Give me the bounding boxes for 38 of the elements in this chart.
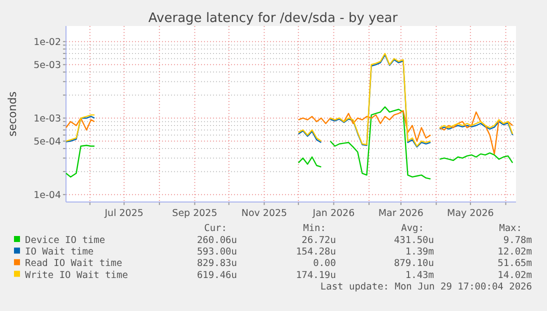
text: 0.00 [313,258,336,270]
text: 51.65m [498,258,532,270]
x-tick-label: Mar 2026 [378,208,424,219]
text: 593.00u [196,246,237,258]
y-tick-label: 1e-02 [34,37,61,48]
x-tick-label: Nov 2025 [241,208,288,219]
legend-label: Device IO time [25,235,106,246]
text: 1.39m [405,246,434,258]
legend-label: IO Wait time [25,246,94,258]
text: Max: [499,223,522,234]
text: 879.10u [394,258,434,270]
text: 154.28u [296,246,336,258]
y-tick-label: 5e-03 [34,60,61,72]
text: Cur: [204,223,227,234]
y-tick-label: 1e-03 [34,114,61,125]
x-tick-label: May 2026 [447,208,494,219]
y-axis-title: seconds [6,91,19,136]
text: 431.50u [394,235,434,246]
text: 260.06u [196,235,237,246]
text: 14.02m [498,270,532,281]
text: Avg: [401,223,424,234]
legend-label: Write IO Wait time [25,270,128,281]
text: Last update: Mon Jun 29 17:00:04 2026 [320,281,532,292]
chart-title: Average latency for /dev/sda - by year [148,11,398,26]
text: 26.72u [302,235,336,246]
x-tick-label: Sep 2025 [172,208,218,219]
y-tick-label: 1e-04 [34,190,61,202]
text: Min: [303,223,326,234]
y-tick-label: 5e-04 [34,136,61,148]
text: 174.19u [296,270,336,281]
text: 9.78m [503,235,532,246]
x-tick-label: Jan 2026 [312,208,355,219]
legend-label: Read IO Wait time [25,258,123,270]
text: 619.46u [196,270,237,281]
text: 829.83u [196,258,237,270]
text: 1.43m [405,270,434,281]
x-tick-label: Jul 2025 [104,208,144,219]
text: 12.02m [498,246,532,258]
